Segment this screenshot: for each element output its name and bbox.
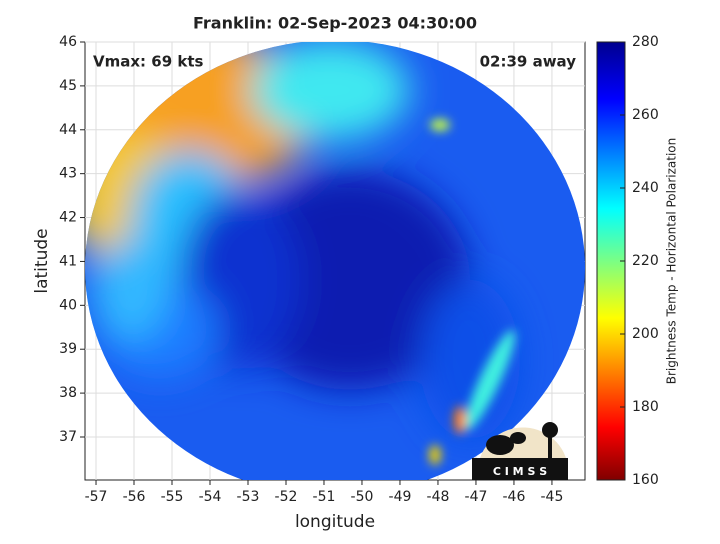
y-tick-label: 43 bbox=[59, 166, 77, 182]
y-tick-label: 40 bbox=[59, 297, 77, 313]
x-tick-label: -45 bbox=[541, 489, 564, 505]
y-tick-label: 46 bbox=[59, 34, 77, 50]
y-tick-label: 38 bbox=[59, 385, 77, 401]
colorbar-tick-label: 220 bbox=[632, 253, 659, 269]
x-tick-label: -56 bbox=[123, 489, 146, 505]
x-tick-label: -53 bbox=[237, 489, 260, 505]
x-tick-label: -48 bbox=[427, 489, 450, 505]
y-tick-label: 44 bbox=[59, 122, 77, 138]
colorbar-label: Brightness Temp - Horizontal Polarizatio… bbox=[665, 138, 679, 385]
y-tick-label: 39 bbox=[59, 341, 77, 357]
x-tick-label: -54 bbox=[199, 489, 222, 505]
colorbar-tick-label: 180 bbox=[632, 399, 659, 415]
annotation: Vmax: 69 kts bbox=[93, 53, 203, 71]
y-tick-label: 37 bbox=[59, 429, 77, 445]
y-tick-label: 45 bbox=[59, 78, 77, 94]
colorbar-tick-label: 200 bbox=[632, 326, 659, 342]
x-tick-label: -52 bbox=[275, 489, 298, 505]
chart-title: Franklin: 02-Sep-2023 04:30:00 bbox=[193, 14, 477, 33]
logo: C I M S S bbox=[472, 422, 568, 480]
x-tick-label: -51 bbox=[313, 489, 336, 505]
y-axis-label: latitude bbox=[32, 228, 52, 293]
field bbox=[85, 42, 585, 480]
annotation: 02:39 away bbox=[480, 53, 577, 71]
colorbar-tick-label: 160 bbox=[632, 472, 659, 488]
x-tick-label: -49 bbox=[389, 489, 412, 505]
y-tick-label: 41 bbox=[59, 253, 77, 269]
x-tick-label: -57 bbox=[85, 489, 108, 505]
colorbar-tick-label: 280 bbox=[632, 34, 659, 50]
colorbar-tick-label: 260 bbox=[632, 107, 659, 123]
logo-text: C I M S S bbox=[493, 465, 547, 478]
x-tick-label: -46 bbox=[503, 489, 526, 505]
colorbar-tick-label: 240 bbox=[632, 180, 659, 196]
x-axis-label: longitude bbox=[295, 512, 375, 532]
y-tick-label: 42 bbox=[59, 210, 77, 226]
x-tick-label: -47 bbox=[465, 489, 488, 505]
x-tick-label: -50 bbox=[351, 489, 374, 505]
x-tick-label: -55 bbox=[161, 489, 184, 505]
